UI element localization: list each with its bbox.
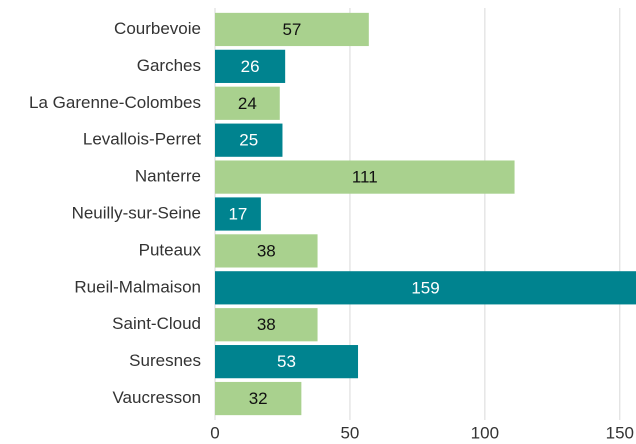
bar: [215, 49, 286, 83]
value-label: 159: [411, 278, 439, 297]
bar: [215, 271, 636, 305]
bar: [215, 197, 261, 231]
x-tick-label: 150: [606, 423, 634, 442]
bar: [215, 123, 283, 157]
y-tick-label: Nanterre: [135, 167, 201, 186]
value-label: 17: [228, 204, 247, 223]
x-tick-label: 50: [340, 423, 359, 442]
y-tick-label: La Garenne-Colombes: [29, 93, 201, 112]
value-label: 38: [257, 241, 276, 260]
y-tick-label: Suresnes: [129, 351, 201, 370]
x-tick-label: 0: [210, 423, 219, 442]
bar: [215, 12, 369, 47]
value-label: 38: [257, 315, 276, 334]
y-tick-label: Vaucresson: [112, 388, 201, 407]
bar: [215, 381, 302, 416]
value-label: 111: [352, 168, 378, 187]
y-tick-label: Rueil-Malmaison: [74, 277, 201, 296]
y-tick-label: Garches: [137, 56, 201, 75]
bar: [215, 234, 318, 268]
y-tick-label: Neuilly-sur-Seine: [72, 203, 201, 222]
value-label: 26: [241, 57, 260, 76]
bars: [215, 12, 636, 416]
x-tick-label: 100: [471, 423, 499, 442]
y-tick-label: Courbevoie: [114, 19, 201, 38]
y-tick-label: Puteaux: [139, 240, 202, 259]
value-label: 57: [282, 20, 301, 39]
value-label: 24: [238, 94, 257, 113]
y-tick-label: Saint-Cloud: [112, 314, 201, 333]
bar: [215, 308, 318, 342]
value-label: 25: [239, 131, 258, 150]
value-label: 32: [249, 389, 268, 408]
value-label: 53: [277, 352, 296, 371]
bar: [215, 86, 280, 120]
y-tick-label: Levallois-Perret: [83, 130, 201, 149]
labels: 0 50 100 150 Courbevoie 57 Garches 26 La Garenne…: [29, 19, 634, 443]
bar: [215, 160, 515, 194]
bar: [215, 345, 359, 379]
